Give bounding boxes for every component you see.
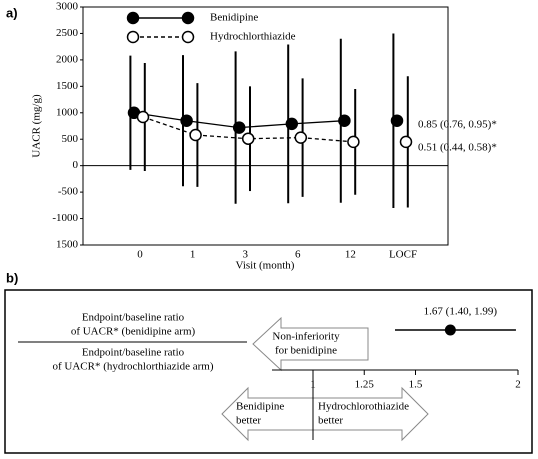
legend-marker	[181, 11, 195, 25]
x-tick-label: 1.5	[409, 379, 423, 391]
data-point	[390, 114, 404, 127]
arrow-text: Non-inferiority	[272, 331, 340, 343]
data-point	[347, 135, 360, 149]
y-tick-label: -1000	[52, 212, 78, 224]
legend-label: Benidipine	[210, 12, 258, 24]
ratio-text: Endpoint/baseline ratio	[82, 312, 185, 324]
y-tick-label: 3000	[56, 1, 79, 13]
y-tick-label: 0	[73, 159, 79, 171]
legend-label: Hydrochlorthiazide	[210, 31, 296, 43]
ratio-text: Endpoint/baseline ratio	[82, 347, 185, 359]
x-tick-label: LOCF	[389, 249, 417, 261]
arrow-text: for benidipine	[275, 345, 337, 357]
data-point	[189, 128, 202, 142]
y-tick-label: 2000	[56, 53, 79, 65]
y-tick-label: 1000	[56, 106, 79, 118]
ratio-text: of UACR* (hydrochlorthiazide arm)	[53, 361, 214, 373]
data-point	[180, 114, 193, 127]
data-point	[136, 110, 150, 124]
panel-label: b)	[6, 270, 18, 285]
y-tick-label: 1500	[56, 80, 79, 92]
y-tick-label: 500	[62, 133, 79, 145]
x-tick-label: 1.25	[355, 379, 375, 391]
y-tick-label: 2500	[56, 27, 79, 39]
data-point	[232, 121, 246, 134]
panel-frame	[4, 289, 533, 454]
data-point	[241, 132, 255, 145]
point-estimate	[444, 324, 456, 336]
arrow-text: Benidipine	[236, 401, 284, 413]
arrow-text: better	[236, 415, 261, 427]
x-tick-label: 0	[137, 249, 143, 261]
annotation: 0.85 (0.76, 0.95)*	[418, 119, 497, 131]
x-tick-label: 12	[345, 249, 356, 261]
data-point	[294, 131, 308, 144]
annotation: 0.51 (0.44, 0.58)*	[418, 142, 497, 154]
arrow-text: better	[318, 415, 343, 427]
x-tick-label: 6	[295, 249, 301, 261]
arrow-text: Hydrochlorothiazide	[318, 401, 409, 413]
y-tick-label: -500	[58, 186, 79, 198]
x-tick-label: 2	[515, 379, 521, 391]
legend-marker	[126, 30, 140, 44]
panel-label: a)	[6, 5, 18, 20]
plot-frame	[82, 6, 449, 246]
data-point	[399, 135, 413, 149]
x-tick-label: 1	[190, 249, 196, 261]
ratio-text: of UACR* (benidipine arm)	[71, 326, 196, 338]
value-label: 1.67 (1.40, 1.99)	[424, 306, 498, 318]
y-axis-label: UACR (mg/g)	[31, 94, 43, 158]
y-tick-label: 1500	[56, 239, 79, 251]
x-axis-label: Visit (month)	[236, 260, 295, 272]
data-point	[338, 114, 351, 127]
legend-marker	[126, 11, 140, 25]
legend-marker	[181, 30, 195, 44]
data-point	[285, 117, 299, 131]
x-tick-label: 3	[242, 249, 248, 261]
arrow	[252, 316, 369, 372]
